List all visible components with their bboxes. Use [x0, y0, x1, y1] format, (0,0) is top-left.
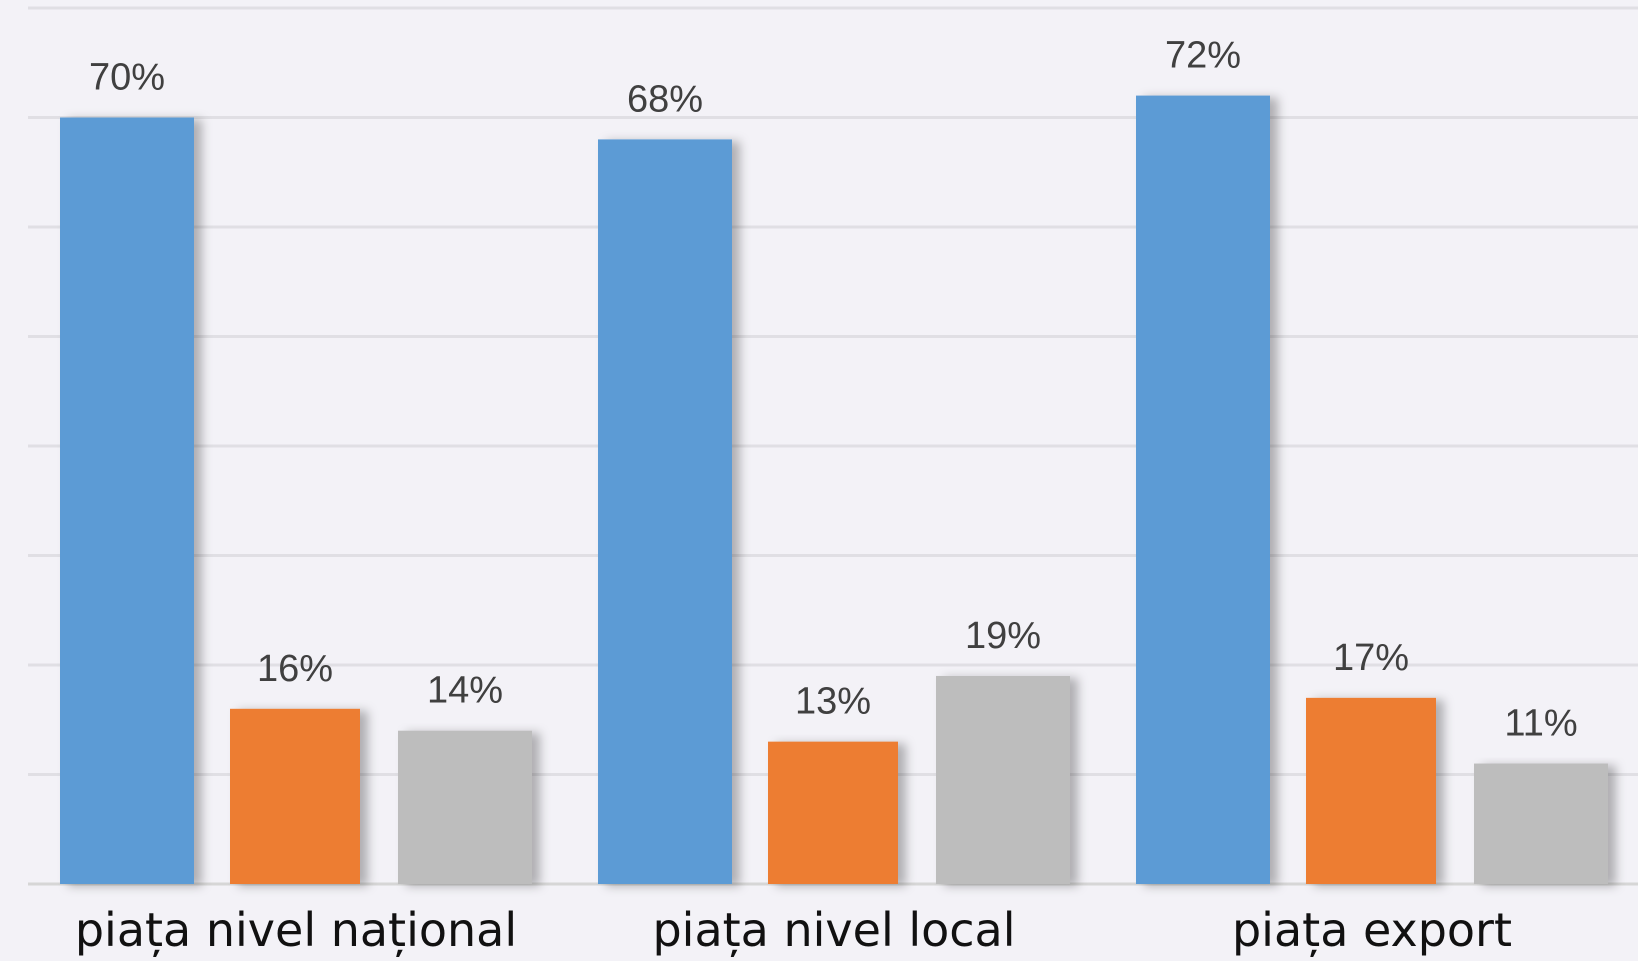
bar: [1474, 763, 1608, 884]
category-label: piața nivel local: [652, 903, 1015, 958]
data-label: 13%: [795, 681, 871, 723]
bar: [398, 730, 532, 884]
data-label: 11%: [1504, 703, 1577, 745]
category-label: piața export: [1232, 903, 1512, 958]
data-labels: 70% 68% 72% 16% 13% 17% 14% 19% 11%: [89, 35, 1578, 745]
bar: [60, 117, 194, 884]
data-label: 19%: [965, 615, 1041, 657]
data-label: 16%: [257, 648, 333, 690]
bar: [768, 741, 898, 884]
category-label: piața nivel național: [75, 903, 517, 958]
data-label: 17%: [1333, 637, 1409, 679]
bar: [936, 675, 1070, 884]
category-labels: piața nivel național piața nivel local pia…: [75, 903, 1512, 958]
bar: [230, 708, 360, 884]
bar: [1306, 697, 1436, 884]
bars: [60, 95, 1608, 885]
data-label: 70%: [89, 57, 165, 99]
data-label: 14%: [427, 670, 503, 712]
data-label: 72%: [1165, 35, 1241, 77]
bar: [1136, 95, 1270, 885]
bar: [598, 139, 732, 884]
data-label: 68%: [627, 78, 703, 120]
